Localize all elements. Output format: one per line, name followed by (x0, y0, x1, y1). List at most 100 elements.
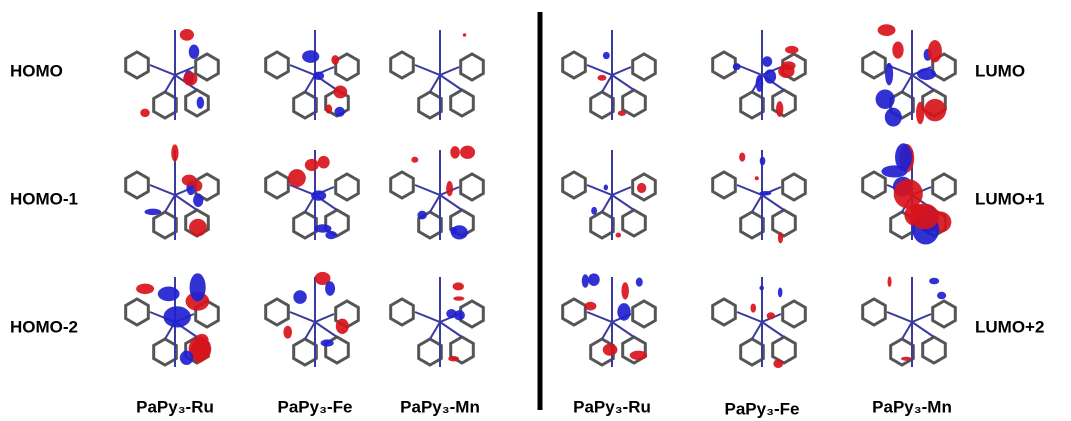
orbital-lobe (928, 40, 942, 62)
ring (741, 92, 764, 118)
orbital-lobe (189, 219, 207, 236)
ring (336, 174, 359, 200)
molecule (713, 277, 806, 368)
ring (783, 174, 806, 200)
orbital-lobe (888, 276, 892, 287)
orbital-lobe (325, 104, 332, 113)
orbital-lobe (778, 232, 783, 243)
column-label: PaPy₃-Mn (872, 397, 952, 416)
ring (563, 299, 586, 325)
orbital-lobe (463, 33, 466, 36)
orbital-lobe (885, 63, 893, 86)
ring (773, 337, 796, 363)
molecule (713, 30, 806, 120)
molecule (863, 276, 956, 367)
orbital-lobe (140, 109, 149, 118)
molecule (126, 144, 219, 240)
molecule (126, 273, 219, 367)
ring (713, 52, 736, 78)
ring (923, 337, 946, 363)
bonds (887, 277, 934, 367)
orbital-lobe (733, 63, 741, 70)
ring (741, 212, 764, 238)
column-label: PaPy₃-Fe (725, 399, 800, 418)
orbital-lobe (617, 303, 630, 321)
ring (336, 54, 359, 80)
orbital-lobe (924, 99, 946, 122)
ring (266, 52, 289, 78)
molecule (863, 24, 956, 126)
orbital-lobe (910, 204, 939, 230)
orbital-lobe (417, 211, 426, 220)
ring (461, 54, 484, 80)
bonds (415, 277, 462, 367)
orbital-lobe (293, 290, 306, 304)
orbital-lobe (336, 319, 349, 334)
ring (294, 92, 317, 118)
ring (773, 210, 796, 236)
orbital-lobe (189, 45, 199, 59)
orbital-lobe (460, 146, 475, 159)
orbital-lobe (182, 175, 197, 186)
orbital-lobe (454, 310, 465, 320)
orbital-lobe (411, 157, 418, 163)
ring (591, 92, 614, 118)
orbital-lobe (448, 356, 459, 362)
orbital-lobe (450, 146, 460, 159)
ring (863, 52, 886, 78)
ring (773, 90, 796, 116)
orbital-lobe (311, 190, 326, 200)
molecule (266, 150, 359, 240)
orbital-lobe (321, 339, 334, 346)
orbital-lobe (929, 278, 939, 285)
orbital-lobe (603, 344, 618, 356)
orbital-lobe (183, 72, 197, 86)
orbital-lobe (313, 72, 324, 80)
orbital-lobe (453, 282, 464, 290)
ring (633, 301, 656, 327)
orbital-lobe (588, 273, 600, 286)
bonds (737, 277, 784, 367)
orbital-lobe (618, 111, 626, 116)
molecule (391, 146, 484, 240)
orbital-lobe (334, 86, 348, 99)
orbital-lobe (604, 185, 608, 191)
orbital-lobe (756, 75, 764, 92)
orbital-lobe (785, 46, 799, 54)
ring (863, 299, 886, 325)
row-label: LUMO+2 (975, 317, 1044, 336)
orbital-lobe (334, 107, 344, 117)
ring (419, 339, 442, 365)
ring (563, 172, 586, 198)
ring (623, 90, 646, 116)
orbital-lobe (180, 351, 193, 365)
orbital-lobe (621, 282, 629, 299)
ring (933, 301, 956, 327)
ring (419, 92, 442, 118)
orbital-lobe (637, 183, 646, 193)
orbital-lobe (180, 29, 194, 41)
column-label: PaPy₃-Mn (400, 397, 480, 416)
orbital-lobe (450, 227, 456, 235)
orbital-lobe (195, 334, 209, 346)
orbital-lobe (885, 108, 902, 127)
column-label: PaPy₃-Fe (278, 397, 353, 416)
orbital-lobe (781, 61, 795, 70)
orbital-lobe (603, 52, 610, 59)
molecule (391, 30, 484, 120)
ring (713, 299, 736, 325)
ring (391, 172, 414, 198)
bonds (415, 30, 462, 120)
orbital-lobe (901, 357, 911, 361)
orbital-lobe (894, 179, 923, 209)
orbital-lobe (305, 159, 319, 171)
orbital-lobe (892, 42, 903, 59)
ring (451, 90, 474, 116)
orbital-lobe (878, 24, 896, 36)
orbital-lobe (197, 97, 204, 109)
molecule (563, 150, 656, 240)
orbital-lobe (773, 359, 783, 368)
orbital-lobe (776, 101, 783, 117)
row-label: HOMO (10, 61, 63, 80)
molecule (863, 143, 956, 244)
